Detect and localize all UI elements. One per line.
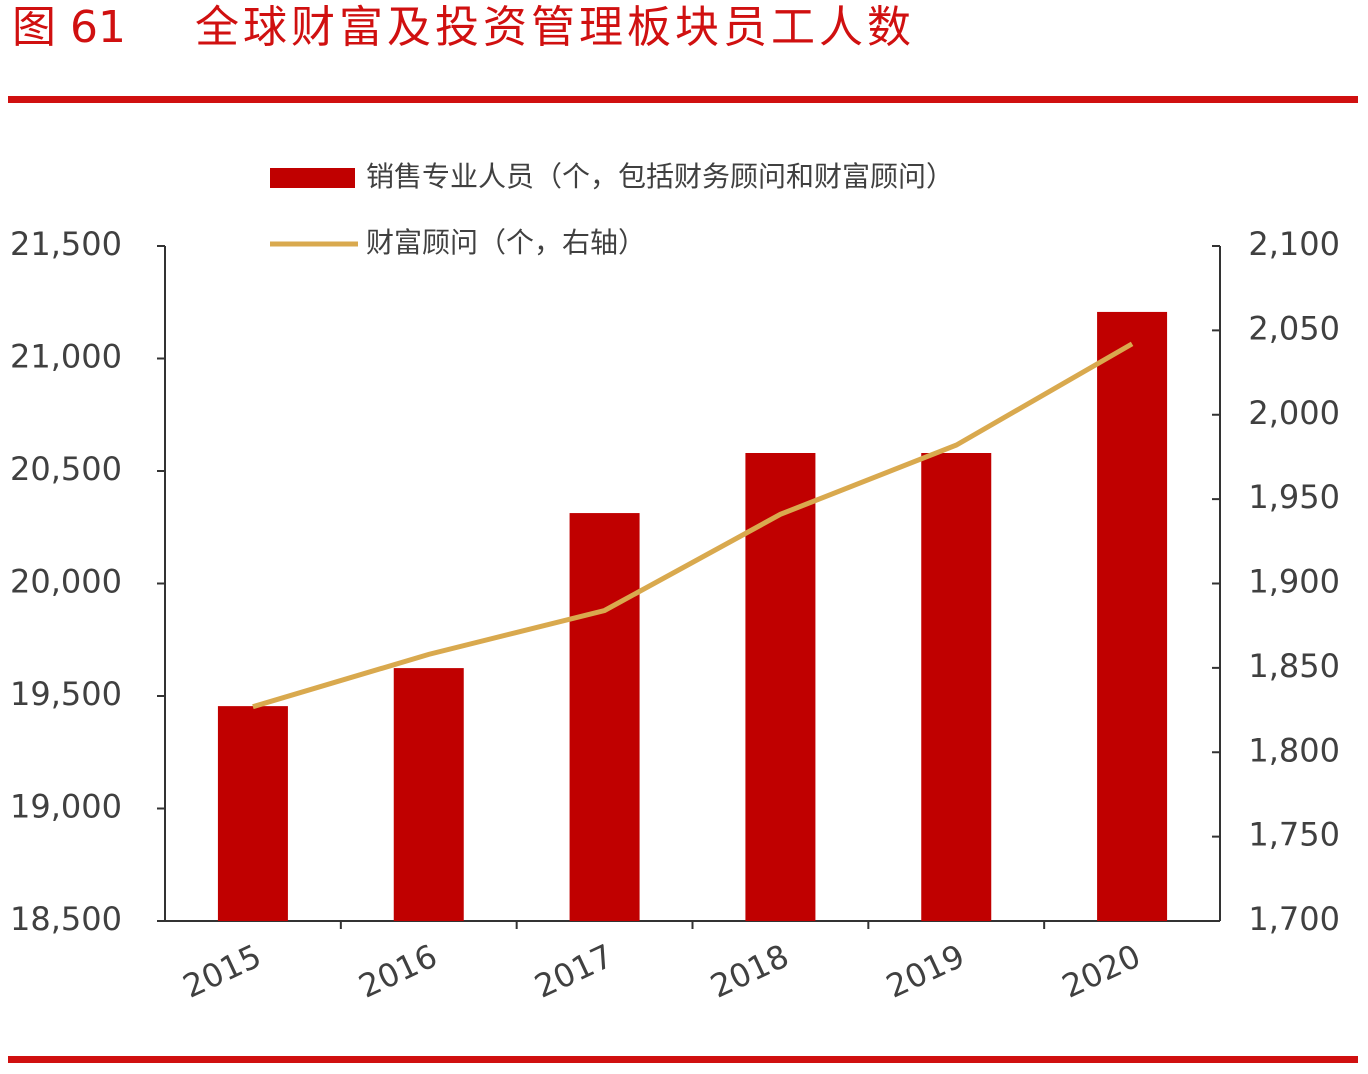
y2-tick-label: 1,750 bbox=[1248, 816, 1340, 854]
legend-label: 销售专业人员（个，包括财务顾问和财富顾问） bbox=[366, 160, 954, 193]
x-tick-label: 2019 bbox=[880, 937, 970, 1006]
bar bbox=[921, 453, 992, 921]
y2-tick-label: 1,700 bbox=[1248, 900, 1340, 938]
x-tick-label: 2018 bbox=[705, 937, 795, 1006]
bar bbox=[393, 668, 464, 921]
x-tick-label: 2015 bbox=[177, 937, 267, 1006]
bar bbox=[217, 706, 288, 921]
y-tick-label: 19,500 bbox=[10, 675, 122, 713]
footer-rule bbox=[8, 1056, 1358, 1063]
bar bbox=[1097, 311, 1168, 921]
x-tick-label: 2020 bbox=[1056, 937, 1146, 1006]
y-tick-label: 20,000 bbox=[10, 563, 122, 601]
legend-swatch bbox=[270, 168, 355, 188]
y2-tick-label: 1,850 bbox=[1248, 647, 1340, 685]
y2-tick-label: 2,100 bbox=[1248, 225, 1340, 263]
bar bbox=[745, 453, 816, 921]
y2-tick-label: 1,800 bbox=[1248, 731, 1340, 769]
x-tick-label: 2017 bbox=[529, 937, 619, 1006]
chart-title: 全球财富及投资管理板块员工人数 bbox=[195, 2, 915, 53]
y-tick-label: 20,500 bbox=[10, 450, 122, 488]
y-tick-label: 21,000 bbox=[10, 338, 122, 376]
y-tick-label: 21,500 bbox=[10, 225, 122, 263]
figure-number: 图 61 bbox=[12, 2, 126, 53]
legend-label: 财富顾问（个，右轴） bbox=[366, 226, 646, 259]
y2-tick-label: 2,000 bbox=[1248, 394, 1340, 432]
bar bbox=[569, 513, 640, 921]
y2-tick-label: 2,050 bbox=[1248, 309, 1340, 347]
x-tick-label: 2016 bbox=[353, 937, 443, 1006]
y-tick-label: 19,000 bbox=[10, 788, 122, 826]
line bbox=[252, 341, 1134, 710]
y2-tick-label: 1,950 bbox=[1248, 478, 1340, 516]
y2-tick-label: 1,900 bbox=[1248, 563, 1340, 601]
y-tick-label: 18,500 bbox=[10, 900, 122, 938]
header-rule bbox=[8, 96, 1358, 103]
